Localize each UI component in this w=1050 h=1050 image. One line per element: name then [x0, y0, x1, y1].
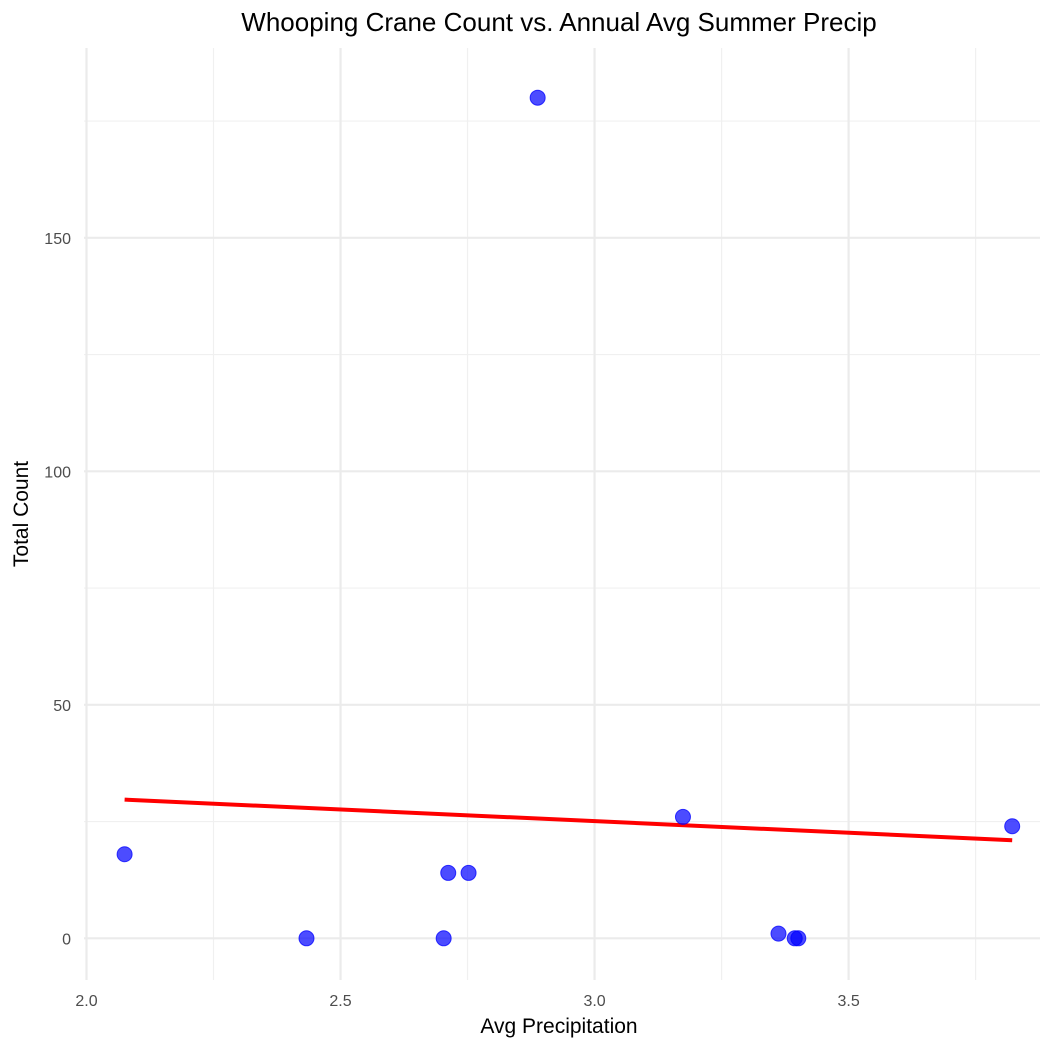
x-tick-label-2: 3.0 — [583, 993, 605, 1010]
grid-major — [84, 48, 1040, 980]
y-tick-label-0: 0 — [62, 931, 71, 948]
x-axis-label: Avg Precipitation — [480, 1015, 637, 1038]
data-point-0 — [116, 846, 133, 863]
trendline — [124, 797, 1013, 843]
data-point-6 — [674, 808, 691, 825]
y-tick-label-1: 50 — [53, 698, 71, 715]
data-point-5 — [529, 89, 546, 106]
y-axis-label: Total Count — [10, 461, 33, 567]
data-point-2 — [435, 930, 452, 947]
data-point-7 — [770, 925, 787, 942]
x-tick-label-3: 3.5 — [837, 993, 859, 1010]
y-tick-label-2: 100 — [44, 464, 71, 481]
trendline-layer — [124, 797, 1013, 843]
chart-title: Whooping Crane Count vs. Annual Avg Summ… — [241, 7, 876, 37]
points-layer — [116, 89, 1021, 947]
y-tick-labels: 0 50 100 150 — [44, 231, 71, 949]
data-point-4 — [460, 864, 477, 881]
data-point-3 — [440, 864, 457, 881]
x-tick-label-0: 2.0 — [75, 993, 97, 1010]
y-tick-label-3: 150 — [44, 231, 71, 248]
data-point-1 — [298, 930, 315, 947]
data-point-10 — [1004, 818, 1021, 835]
grid-minor — [84, 48, 1040, 980]
x-tick-labels: 2.0 2.5 3.0 3.5 — [75, 993, 859, 1010]
data-point-9 — [790, 930, 807, 947]
x-tick-label-1: 2.5 — [329, 993, 351, 1010]
